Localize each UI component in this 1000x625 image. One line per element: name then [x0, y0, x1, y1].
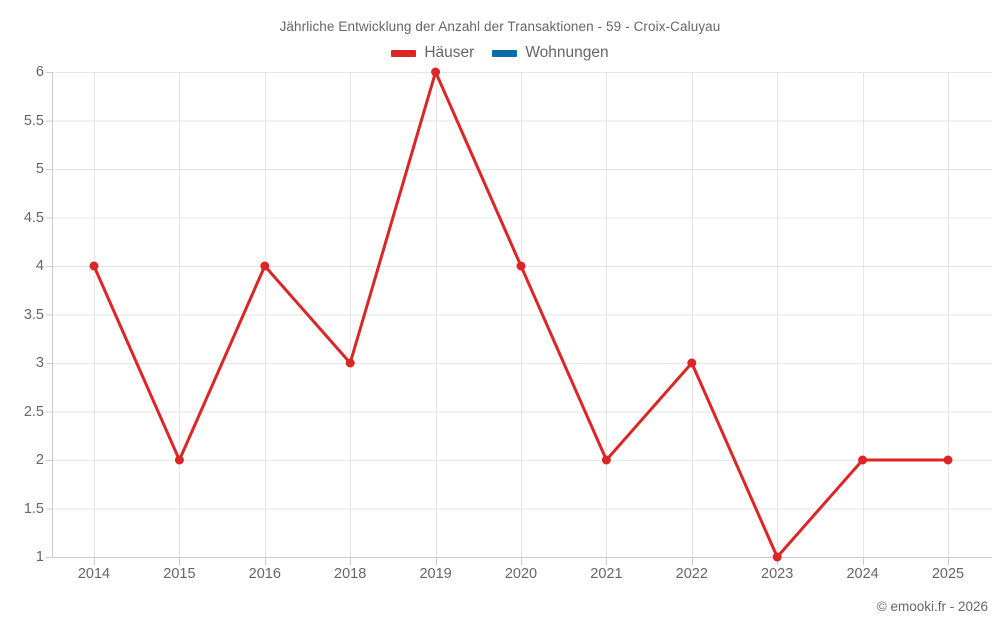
x-axis-tick-label: 2015 [163, 566, 196, 582]
x-axis-tick-label: 2020 [504, 566, 538, 582]
chart-title: Jährliche Entwicklung der Anzahl der Tra… [279, 19, 721, 34]
legend-label-haeuser: Häuser [424, 44, 475, 61]
y-axis-tick-label: 5 [35, 161, 44, 177]
data-point-häuser[interactable] [431, 67, 441, 77]
x-axis-tick-label: 2021 [590, 566, 623, 582]
y-axis-tick-label: 2 [35, 452, 44, 468]
chart-legend: Häuser Wohnungen [0, 44, 1000, 62]
data-point-häuser[interactable] [89, 261, 99, 271]
data-point-häuser[interactable] [772, 552, 782, 562]
legend-item-wohnungen[interactable]: Wohnungen [492, 44, 609, 62]
x-axis-tick-label: 2014 [77, 566, 111, 582]
legend-swatch-wohnungen [492, 49, 518, 57]
copyright-footer: © emooki.fr - 2026 [876, 599, 988, 614]
x-axis-tick-label: 2025 [931, 566, 965, 582]
y-axis-tick-label: 1 [35, 549, 44, 565]
data-point-häuser[interactable] [601, 455, 611, 465]
y-axis-tick-label: 2.5 [23, 403, 44, 420]
y-axis-tick-label: 3 [35, 355, 44, 371]
data-point-häuser[interactable] [687, 358, 697, 368]
legend-label-wohnungen: Wohnungen [525, 44, 609, 61]
data-point-häuser[interactable] [260, 261, 270, 271]
y-axis-labels: 1 1.5 2 2.5 3 3.5 4 4.5 5 5.5 6 [0, 0, 44, 625]
x-axis-tick-label: 2023 [761, 566, 794, 582]
x-axis-tick-label: 2024 [846, 566, 879, 582]
y-axis-tick-label: 5.5 [23, 112, 44, 129]
y-axis-tick-label: 3.5 [23, 306, 44, 323]
legend-item-haeuser[interactable]: Häuser [391, 44, 474, 62]
data-point-häuser[interactable] [516, 261, 526, 271]
data-point-häuser[interactable] [943, 455, 953, 465]
y-axis-tick-label: 6 [35, 64, 44, 80]
legend-swatch-haeuser [391, 49, 417, 57]
data-point-häuser[interactable] [345, 358, 355, 368]
y-axis-tick-label: 4 [35, 258, 44, 274]
y-axis-tick-label: 4.5 [23, 209, 44, 226]
x-axis-tick-label: 2022 [675, 566, 708, 582]
x-axis-tick-label: 2018 [334, 566, 367, 582]
x-axis-tick-label: 2019 [419, 566, 452, 582]
x-axis-tick-label: 2016 [248, 566, 281, 582]
data-point-häuser[interactable] [174, 455, 184, 465]
data-point-häuser[interactable] [858, 455, 868, 465]
y-axis-tick-label: 1.5 [23, 500, 44, 517]
